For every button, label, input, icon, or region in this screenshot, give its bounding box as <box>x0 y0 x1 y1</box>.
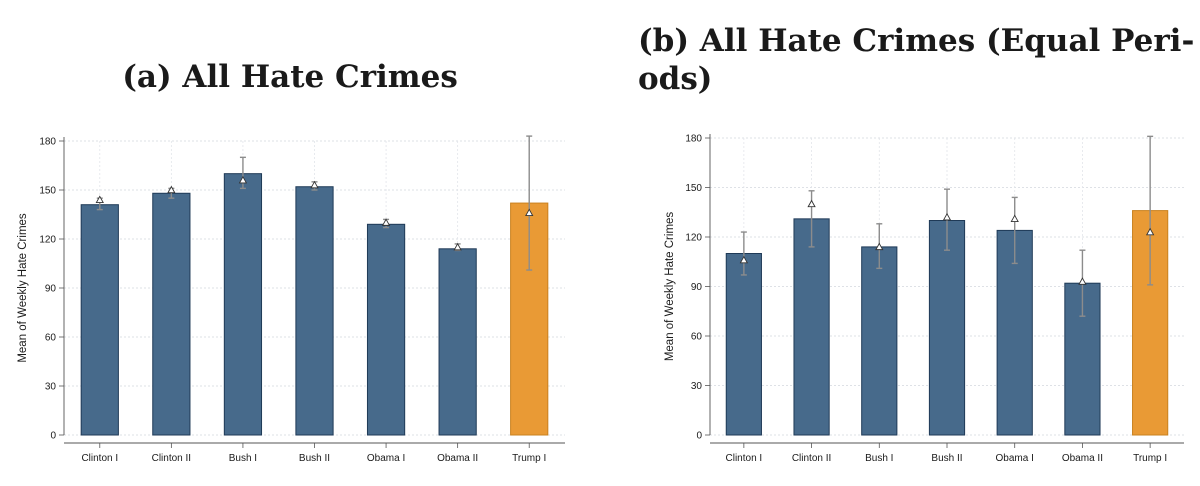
x-tick-label: Bush II <box>931 453 962 464</box>
bar <box>152 192 191 436</box>
y-tick-label: 60 <box>691 332 703 343</box>
mean-marker <box>875 242 884 251</box>
x-tick-label: Clinton II <box>792 453 831 464</box>
chart-title-a: (a) All Hate Crimes <box>122 59 458 95</box>
mean-marker <box>238 175 248 184</box>
y-tick-label: 30 <box>45 382 57 393</box>
mean-marker <box>942 212 952 221</box>
x-tick-label: Trump I <box>512 453 546 464</box>
mean-marker <box>95 195 104 203</box>
bar <box>366 223 406 436</box>
y-tick-label: 0 <box>696 431 702 442</box>
bar <box>861 246 898 436</box>
x-tick-label: Trump I <box>1133 453 1167 464</box>
x-tick-label: Bush I <box>865 453 893 464</box>
x-tick-label: Obama I <box>367 453 405 464</box>
mean-marker <box>381 218 391 226</box>
y-tick-label: 0 <box>50 431 56 442</box>
bar <box>80 204 119 436</box>
mean-marker <box>525 208 534 217</box>
mean-marker <box>1145 227 1155 236</box>
y-axis-label: Mean of Weekly Hate Crimes <box>664 212 676 362</box>
x-tick-label: Bush II <box>299 453 330 464</box>
y-tick-label: 120 <box>39 235 56 246</box>
y-tick-label: 30 <box>691 381 703 392</box>
y-tick-label: 150 <box>685 183 702 194</box>
x-tick-label: Obama I <box>996 453 1034 464</box>
y-tick-label: 90 <box>45 284 57 295</box>
x-tick-label: Bush I <box>229 453 257 464</box>
y-tick-label: 180 <box>685 134 702 145</box>
y-tick-label: 120 <box>685 233 702 244</box>
bar <box>438 248 477 436</box>
mean-marker <box>1078 277 1087 285</box>
bar <box>295 186 334 436</box>
bar <box>928 220 966 436</box>
y-tick-label: 150 <box>39 186 56 197</box>
chart-panel-b: (b) All Hate Crimes (Equal Peri- ods) 0 3… <box>590 0 1200 486</box>
y-axis-label: Mean of Weekly Hate Crimes <box>17 213 29 363</box>
y-tick-label: 60 <box>45 333 57 344</box>
y-tick-label: 180 <box>39 137 56 148</box>
chart-panel-a: (a) All Hate Crimes 0 30 60 90 120 150 180 Mean… <box>0 0 580 486</box>
mean-marker <box>310 180 319 189</box>
y-tick-label: 90 <box>691 282 703 293</box>
chart-title-b: (b) All Hate Crimes (Equal Peri- ods) <box>638 23 1195 97</box>
mean-marker <box>739 255 749 264</box>
mean-marker <box>453 242 462 251</box>
x-tick-label: Obama II <box>437 453 478 464</box>
bar <box>725 253 762 436</box>
x-tick-label: Clinton I <box>81 453 118 464</box>
mean-marker <box>1010 214 1019 223</box>
x-tick-label: Obama II <box>1062 453 1103 464</box>
x-tick-label: Clinton II <box>152 453 191 464</box>
bar-chart-a: 0 30 60 90 120 150 180 Mean of Weekly Hate Crim… <box>17 135 565 464</box>
bar-chart-b: 0 30 60 90 120 150 180 Mean of Weekly Hate Crim… <box>664 134 1184 464</box>
mean-marker <box>807 199 816 208</box>
x-tick-label: Clinton I <box>726 453 763 464</box>
bar <box>793 218 830 436</box>
mean-marker <box>167 185 176 194</box>
bar <box>223 173 263 436</box>
